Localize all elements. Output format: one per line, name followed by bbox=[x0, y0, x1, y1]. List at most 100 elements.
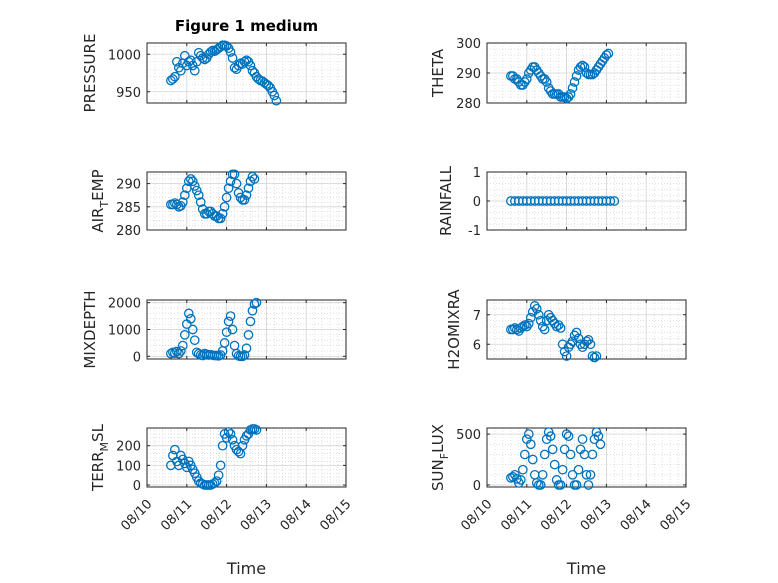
data-point bbox=[565, 449, 576, 460]
data-point bbox=[517, 321, 528, 332]
axes-border bbox=[486, 427, 687, 488]
data-point bbox=[589, 352, 600, 363]
axes-border bbox=[486, 299, 687, 360]
data-point bbox=[579, 62, 590, 72]
y-tick-label: 290 bbox=[456, 67, 481, 82]
data-point bbox=[535, 315, 546, 326]
data-point bbox=[231, 178, 242, 189]
data-point bbox=[170, 444, 180, 455]
data-point bbox=[223, 183, 234, 194]
y-axis-label: AIRTEMP bbox=[89, 169, 111, 232]
y-tick-label: 290 bbox=[116, 178, 141, 193]
data-point bbox=[239, 194, 250, 205]
data-point bbox=[209, 478, 220, 488]
data-point bbox=[221, 192, 232, 203]
y-tick-label: 200 bbox=[116, 440, 141, 455]
x-tick-label: 08/11 bbox=[158, 497, 195, 534]
x-tick-label: 08/14 bbox=[618, 497, 655, 534]
data-point bbox=[573, 464, 584, 475]
x-tick-label: 08/14 bbox=[278, 497, 315, 534]
data-point bbox=[211, 476, 222, 486]
y-axis-label: H2OMIXRA bbox=[445, 289, 463, 370]
data-point bbox=[585, 339, 596, 350]
data-point bbox=[223, 427, 234, 437]
data-point bbox=[177, 340, 188, 351]
data-point bbox=[605, 196, 616, 206]
data-point bbox=[571, 71, 582, 81]
y-tick-label: -1 bbox=[468, 224, 481, 239]
data-point bbox=[243, 183, 254, 194]
data-point bbox=[603, 48, 614, 59]
subplot-4: -1 0 1 RAINFALL bbox=[437, 165, 687, 239]
data-point bbox=[587, 449, 598, 460]
data-point bbox=[571, 327, 582, 338]
data-point bbox=[185, 313, 196, 324]
data-point bbox=[225, 47, 236, 57]
data-point bbox=[251, 425, 262, 435]
data-point bbox=[583, 334, 594, 345]
data-point bbox=[523, 429, 534, 439]
data-point bbox=[179, 330, 190, 340]
x-axis-label: Time bbox=[226, 559, 266, 578]
data-point bbox=[581, 469, 592, 480]
data-point bbox=[173, 348, 184, 359]
y-axis-label: THETA bbox=[429, 48, 447, 98]
data-point bbox=[247, 305, 258, 316]
subplot-3: 280 285 290 AIRTEMP bbox=[89, 169, 347, 239]
data-point bbox=[183, 176, 194, 187]
y-tick-label: 6 bbox=[473, 338, 481, 353]
data-point bbox=[563, 431, 574, 441]
axes-frame bbox=[146, 42, 347, 104]
subplot-1: 950 1000 PRESSURE Figure 1 medium bbox=[81, 17, 347, 112]
data-point bbox=[229, 169, 240, 180]
data-point bbox=[563, 92, 574, 102]
y-tick-label: 280 bbox=[456, 97, 481, 112]
data-point bbox=[531, 303, 542, 314]
data-point bbox=[245, 316, 256, 327]
data-point bbox=[547, 444, 558, 455]
y-tick-label: 0 bbox=[133, 350, 141, 365]
data-point bbox=[527, 454, 538, 465]
data-point bbox=[179, 190, 190, 201]
data-point bbox=[569, 77, 580, 87]
data-point bbox=[555, 323, 566, 333]
x-tick-label: 08/15 bbox=[317, 497, 354, 534]
y-tick-label: 2000 bbox=[108, 297, 141, 312]
data-point bbox=[557, 464, 568, 475]
data-point bbox=[217, 440, 228, 451]
data-point bbox=[567, 469, 578, 480]
data-point bbox=[521, 74, 532, 84]
data-point bbox=[555, 480, 566, 490]
data-point bbox=[249, 299, 260, 309]
y-tick-label: 1 bbox=[473, 166, 481, 181]
x-tick-label: 08/10 bbox=[458, 497, 495, 534]
x-tick-label: 08/13 bbox=[578, 497, 615, 534]
data-point bbox=[172, 346, 182, 357]
data-point bbox=[239, 350, 250, 360]
y-axis-label: RAINFALL bbox=[437, 165, 455, 236]
data-point bbox=[559, 444, 570, 455]
y-tick-label: 500 bbox=[456, 428, 481, 443]
data-point bbox=[609, 196, 620, 206]
data-point bbox=[237, 351, 248, 362]
data-point bbox=[583, 480, 594, 490]
data-point bbox=[541, 77, 552, 87]
data-point bbox=[185, 55, 196, 66]
data-point bbox=[225, 311, 236, 321]
y-tick-label: 100 bbox=[116, 459, 141, 474]
data-point bbox=[591, 351, 602, 361]
data-point bbox=[227, 53, 238, 63]
y-tick-label: 0 bbox=[473, 479, 481, 494]
data-point bbox=[205, 47, 216, 57]
chart-title: Figure 1 medium bbox=[175, 17, 318, 35]
data-point bbox=[247, 171, 258, 182]
x-tick-label: 08/13 bbox=[238, 497, 275, 534]
data-point bbox=[559, 92, 570, 102]
data-point bbox=[237, 440, 248, 451]
data-point bbox=[517, 464, 528, 475]
data-point bbox=[539, 449, 550, 460]
data-point bbox=[529, 301, 540, 311]
data-point bbox=[168, 74, 178, 84]
data-point bbox=[549, 459, 560, 470]
